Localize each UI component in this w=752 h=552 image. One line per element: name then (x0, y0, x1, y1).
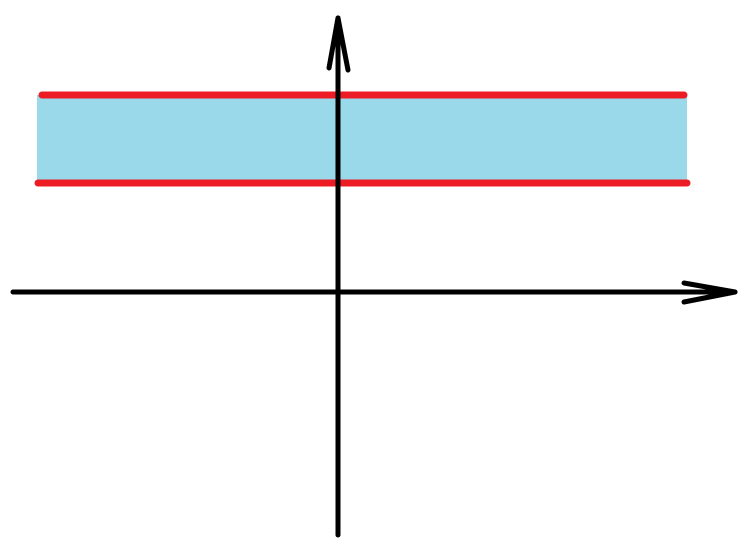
shaded-band (37, 95, 687, 183)
x-axis-arrowhead (681, 280, 738, 305)
y-axis-arrowhead (326, 15, 351, 73)
